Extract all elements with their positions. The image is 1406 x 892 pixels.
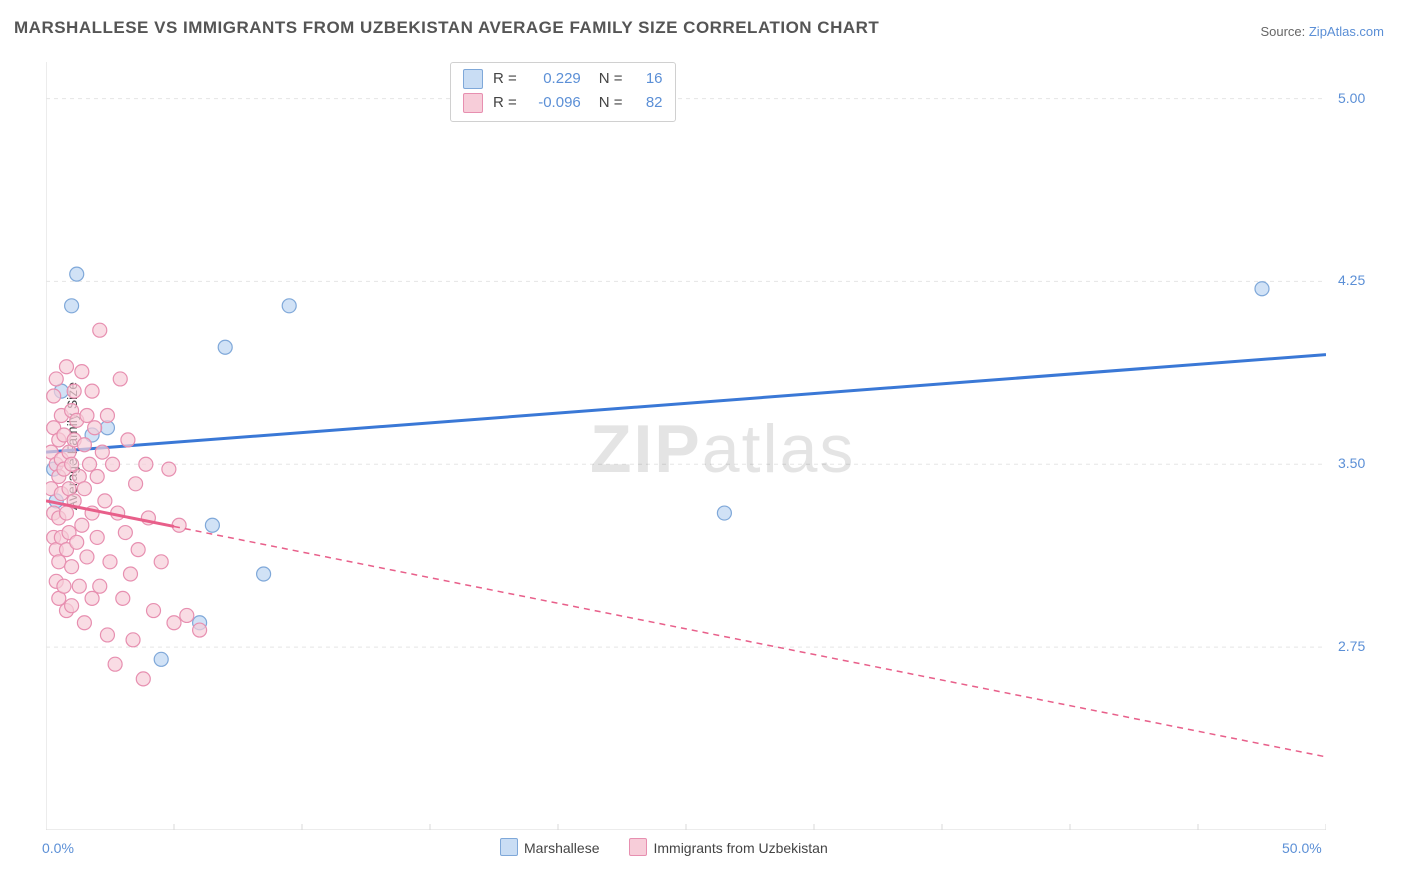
legend-bottom: Marshallese Immigrants from Uzbekistan	[500, 838, 858, 858]
trend-line-extrapolated	[174, 526, 1326, 756]
scatter-point	[67, 384, 81, 398]
scatter-point	[65, 599, 79, 613]
scatter-point	[129, 477, 143, 491]
scatter-point	[70, 267, 84, 281]
stats-row: R = -0.096 N = 82	[463, 91, 663, 115]
scatter-point	[80, 409, 94, 423]
scatter-point	[93, 579, 107, 593]
stats-r-value: -0.096	[527, 91, 581, 115]
scatter-point	[136, 672, 150, 686]
scatter-point	[85, 384, 99, 398]
scatter-point	[80, 550, 94, 564]
scatter-point	[218, 340, 232, 354]
scatter-point	[98, 494, 112, 508]
plot-area	[46, 62, 1326, 830]
x-tick-label: 50.0%	[1282, 840, 1322, 856]
legend-label: Marshallese	[524, 840, 599, 856]
scatter-point	[118, 526, 132, 540]
scatter-chart	[46, 62, 1326, 830]
stats-swatch	[463, 93, 483, 113]
x-tick-label: 0.0%	[42, 840, 74, 856]
scatter-point	[126, 633, 140, 647]
scatter-point	[147, 604, 161, 618]
scatter-point	[108, 657, 122, 671]
scatter-point	[95, 445, 109, 459]
scatter-point	[180, 608, 194, 622]
scatter-point	[116, 591, 130, 605]
source-link[interactable]: ZipAtlas.com	[1309, 24, 1384, 39]
scatter-point	[65, 560, 79, 574]
scatter-point	[88, 421, 102, 435]
source-prefix: Source:	[1260, 24, 1308, 39]
scatter-point	[205, 518, 219, 532]
y-tick-label: 2.75	[1338, 638, 1365, 654]
scatter-point	[113, 372, 127, 386]
stats-row: R = 0.229 N = 16	[463, 67, 663, 91]
scatter-point	[123, 567, 137, 581]
scatter-point	[65, 299, 79, 313]
trend-line	[46, 355, 1326, 453]
legend-label: Immigrants from Uzbekistan	[653, 840, 827, 856]
scatter-point	[103, 555, 117, 569]
scatter-point	[49, 372, 63, 386]
scatter-point	[52, 555, 66, 569]
scatter-point	[77, 482, 91, 496]
stats-n-value: 82	[633, 91, 663, 115]
legend-swatch	[500, 838, 518, 856]
scatter-point	[193, 623, 207, 637]
scatter-point	[282, 299, 296, 313]
scatter-point	[1255, 282, 1269, 296]
scatter-point	[257, 567, 271, 581]
scatter-point	[167, 616, 181, 630]
legend-item[interactable]: Marshallese	[500, 840, 599, 856]
scatter-point	[83, 457, 97, 471]
stats-swatch	[463, 69, 483, 89]
legend-swatch	[629, 838, 647, 856]
stats-n-value: 16	[633, 67, 663, 91]
source-attribution: Source: ZipAtlas.com	[1260, 24, 1384, 39]
stats-n-label: N =	[599, 91, 623, 115]
y-tick-label: 5.00	[1338, 90, 1365, 106]
scatter-point	[75, 518, 89, 532]
scatter-point	[77, 616, 91, 630]
scatter-point	[121, 433, 135, 447]
scatter-point	[162, 462, 176, 476]
stats-r-value: 0.229	[527, 67, 581, 91]
scatter-point	[154, 652, 168, 666]
scatter-point	[90, 530, 104, 544]
scatter-point	[154, 555, 168, 569]
stats-n-label: N =	[599, 67, 623, 91]
scatter-point	[100, 628, 114, 642]
scatter-point	[47, 389, 61, 403]
scatter-point	[75, 365, 89, 379]
stats-r-label: R =	[493, 91, 517, 115]
scatter-point	[90, 469, 104, 483]
scatter-point	[85, 591, 99, 605]
correlation-stats-box: R = 0.229 N = 16 R = -0.096 N = 82	[450, 62, 676, 122]
scatter-point	[131, 543, 145, 557]
scatter-point	[717, 506, 731, 520]
chart-title: MARSHALLESE VS IMMIGRANTS FROM UZBEKISTA…	[14, 18, 879, 38]
scatter-point	[57, 579, 71, 593]
scatter-point	[72, 579, 86, 593]
scatter-point	[100, 409, 114, 423]
legend-item[interactable]: Immigrants from Uzbekistan	[629, 840, 827, 856]
scatter-point	[65, 457, 79, 471]
scatter-point	[59, 360, 73, 374]
y-tick-label: 3.50	[1338, 455, 1365, 471]
scatter-point	[93, 323, 107, 337]
scatter-point	[106, 457, 120, 471]
stats-r-label: R =	[493, 67, 517, 91]
scatter-point	[70, 535, 84, 549]
scatter-point	[59, 506, 73, 520]
y-tick-label: 4.25	[1338, 272, 1365, 288]
scatter-point	[77, 438, 91, 452]
scatter-point	[139, 457, 153, 471]
